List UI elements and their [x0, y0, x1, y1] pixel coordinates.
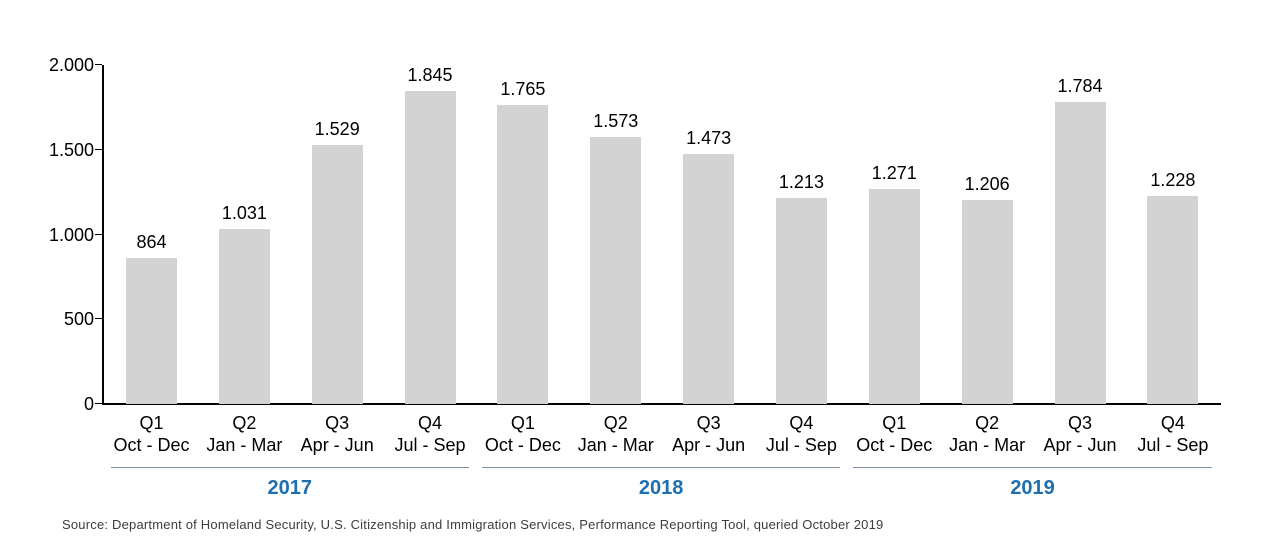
y-tick-label: 500 — [63, 309, 94, 329]
bar-value-label: 864 — [136, 231, 167, 252]
y-tick — [95, 318, 102, 319]
x-tick-label-quarter: Q1 — [510, 413, 535, 433]
bar-value-label: 1.271 — [871, 162, 917, 183]
bar-value-label: 1.031 — [221, 203, 267, 224]
bar-value-label: 1.765 — [500, 78, 546, 99]
y-tick-label: 0 — [83, 394, 94, 414]
year-group-line — [853, 467, 1212, 468]
x-tick-label-months: Oct - Dec — [856, 435, 933, 455]
x-tick-label-months: Apr - Jun — [1043, 435, 1117, 455]
bar-value-label: 1.845 — [407, 65, 453, 86]
y-tick — [95, 234, 102, 235]
bar — [775, 198, 827, 404]
x-tick-label-quarter: Q4 — [418, 413, 443, 433]
x-tick-label-months: Apr - Jun — [300, 435, 374, 455]
bar — [497, 104, 549, 404]
x-tick-label-months: Apr - Jun — [672, 435, 746, 455]
y-tick — [95, 403, 102, 404]
x-tick-label-quarter: Q4 — [1160, 413, 1185, 433]
bar — [404, 91, 456, 404]
bar — [311, 144, 363, 404]
bar-value-label: 1.228 — [1150, 169, 1196, 190]
y-tick-label: 1.500 — [48, 140, 94, 160]
x-tick-label-months: Jul - Sep — [394, 435, 466, 455]
x-tick-label-months: Jan - Mar — [949, 435, 1026, 455]
y-axis-line — [102, 65, 104, 404]
x-tick-label-months: Jul - Sep — [765, 435, 837, 455]
x-tick-label-months: Jan - Mar — [577, 435, 654, 455]
bar-value-label: 1.473 — [686, 128, 732, 149]
x-tick-label-months: Jul - Sep — [1137, 435, 1209, 455]
bar — [218, 229, 270, 404]
bar-value-label: 1.784 — [1057, 75, 1103, 96]
source-note: Source: Department of Homeland Security,… — [62, 517, 884, 532]
x-tick-label-quarter: Q4 — [789, 413, 814, 433]
x-tick-label-quarter: Q2 — [603, 413, 628, 433]
y-tick — [95, 64, 102, 65]
year-label: 2018 — [638, 477, 684, 499]
x-tick-label-quarter: Q3 — [325, 413, 350, 433]
bar-value-label: 1.206 — [964, 173, 1010, 194]
bar — [126, 257, 177, 404]
x-tick-label-quarter: Q1 — [139, 413, 164, 433]
x-tick-label-months: Oct - Dec — [484, 435, 561, 455]
year-label: 2017 — [267, 477, 313, 499]
x-axis-line — [102, 403, 1221, 405]
bar-value-label: 1.529 — [314, 118, 360, 139]
bar — [1147, 195, 1199, 404]
bar — [590, 137, 642, 404]
x-tick-label-quarter: Q1 — [882, 413, 907, 433]
year-label: 2019 — [1010, 477, 1055, 499]
y-tick-label: 1.000 — [48, 225, 94, 245]
y-tick — [95, 149, 102, 150]
x-tick-label-quarter: Q2 — [975, 413, 1000, 433]
bar-value-label: 1.573 — [593, 111, 639, 132]
x-tick-label-quarter: Q3 — [1067, 413, 1092, 433]
bar-value-label: 1.213 — [778, 172, 824, 193]
bar — [961, 199, 1013, 404]
x-tick-label-months: Jan - Mar — [206, 435, 283, 455]
bar — [868, 188, 920, 404]
bar — [683, 154, 735, 404]
bar — [1054, 101, 1106, 404]
y-tick-label: 2.000 — [48, 55, 94, 75]
year-group-line — [110, 467, 470, 468]
x-tick-label-quarter: Q3 — [696, 413, 721, 433]
year-group-line — [481, 467, 841, 468]
x-tick-label-quarter: Q2 — [232, 413, 257, 433]
x-tick-label-months: Oct - Dec — [113, 435, 190, 455]
